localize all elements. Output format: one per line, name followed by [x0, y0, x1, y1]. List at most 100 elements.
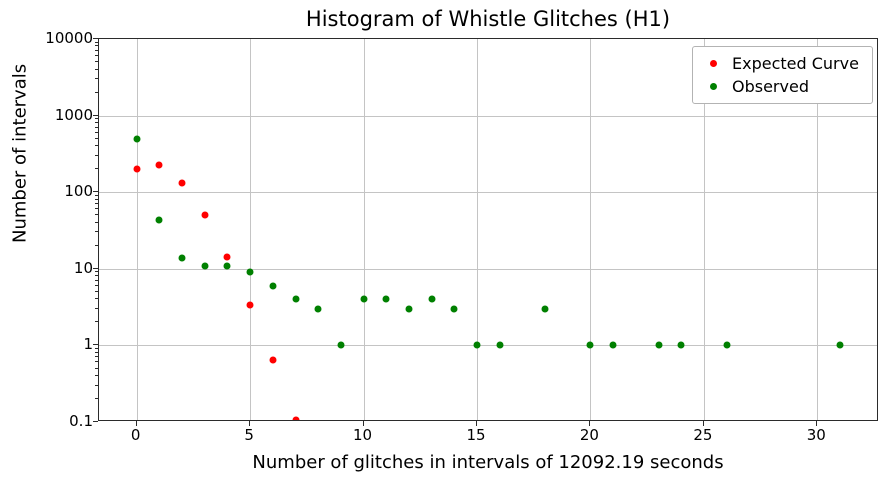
gridline-x-20: [590, 39, 592, 420]
gridline-x-5: [250, 39, 252, 420]
gridline-y-1: [99, 345, 877, 347]
y-minor-tick: [95, 68, 98, 70]
observed-point: [836, 341, 844, 349]
y-minor-tick: [95, 41, 98, 43]
y-minor-tick: [95, 137, 98, 139]
observed-point: [609, 341, 617, 349]
observed-point: [201, 262, 209, 270]
y-minor-tick: [95, 198, 98, 200]
y-minor-tick: [95, 275, 98, 277]
observed-point: [473, 341, 481, 349]
y-minor-tick: [95, 351, 98, 353]
x-tick-label: 15: [466, 426, 486, 444]
y-tick: [93, 114, 98, 116]
y-minor-tick: [95, 61, 98, 63]
y-minor-tick: [95, 45, 98, 47]
y-tick: [93, 191, 98, 193]
y-tick-label: 0.1: [69, 412, 93, 430]
y-tick-label: 10: [73, 258, 93, 277]
observed-point: [292, 295, 299, 303]
legend-label-observed: Observed: [732, 77, 809, 96]
y-minor-tick: [95, 78, 98, 80]
y-minor-tick: [95, 118, 98, 120]
x-tick-label: 20: [579, 426, 599, 444]
y-minor-tick: [95, 279, 98, 281]
observed-point: [723, 341, 730, 349]
chart-title: Histogram of Whistle Glitches (H1): [305, 7, 671, 31]
y-tick-label: 1: [83, 335, 93, 354]
x-tick: [589, 421, 591, 426]
legend-item-observed: Observed: [703, 75, 862, 98]
y-minor-tick: [95, 356, 98, 358]
y-minor-tick: [95, 367, 98, 369]
y-minor-tick: [95, 244, 98, 246]
plot-area: Expected Curve Observed: [98, 38, 878, 421]
x-tick: [362, 421, 364, 426]
legend: Expected Curve Observed: [692, 46, 873, 104]
y-minor-tick: [95, 194, 98, 196]
observed-point: [246, 268, 254, 276]
y-axis-label: Number of intervals: [9, 63, 31, 243]
y-minor-tick: [95, 384, 98, 386]
x-tick: [702, 421, 704, 426]
x-tick-label: 10: [352, 426, 373, 444]
x-tick-label: 0: [130, 426, 141, 444]
observed-point: [269, 282, 277, 290]
y-minor-tick: [95, 290, 98, 292]
gridline-x-25: [703, 39, 705, 420]
y-minor-tick: [95, 122, 98, 123]
y-minor-tick: [95, 49, 98, 51]
observed-point: [314, 305, 322, 313]
legend-label-expected-curve: Expected Curve: [732, 54, 859, 73]
y-tick-label: 100: [64, 182, 93, 201]
y-minor-tick: [95, 126, 98, 128]
y-tick: [93, 38, 98, 39]
y-minor-tick: [95, 214, 98, 216]
y-tick-label: 10000: [45, 29, 93, 47]
x-tick-label: 5: [244, 426, 254, 444]
observed-point: [586, 341, 594, 349]
legend-item-expected-curve: Expected Curve: [703, 52, 862, 75]
x-tick: [476, 421, 477, 426]
y-minor-tick: [95, 284, 98, 286]
gridline-x-15: [477, 39, 478, 420]
y-minor-tick: [95, 55, 98, 56]
y-minor-tick: [95, 203, 98, 205]
observed-point: [677, 341, 685, 349]
observed-point: [133, 135, 141, 143]
gridline-y-100: [99, 192, 877, 194]
x-tick: [816, 421, 818, 426]
observed-point: [405, 305, 413, 313]
y-minor-tick: [95, 131, 98, 133]
gridline-x-30: [817, 39, 819, 420]
x-tick: [249, 421, 251, 426]
expected-curve-point: [269, 356, 277, 364]
expected-curve-point: [292, 416, 299, 420]
observed-marker-icon: [710, 83, 717, 90]
y-minor-tick: [95, 271, 98, 273]
y-minor-tick: [95, 91, 98, 93]
observed-point: [382, 295, 390, 303]
observed-point: [450, 305, 458, 313]
observed-point: [337, 341, 345, 349]
y-minor-tick: [95, 208, 98, 210]
observed-point: [178, 254, 186, 262]
y-minor-tick: [95, 361, 98, 363]
y-minor-tick: [95, 221, 98, 223]
expected-curve-point: [178, 179, 186, 187]
y-tick: [93, 267, 98, 269]
x-tick: [135, 421, 137, 426]
gridline-y-10: [99, 268, 877, 270]
y-minor-tick: [95, 168, 98, 170]
x-tick-label: 25: [693, 426, 713, 444]
y-tick: [93, 344, 98, 346]
expected-curve-point: [133, 165, 141, 173]
y-minor-tick: [95, 298, 98, 300]
observed-point: [655, 341, 662, 349]
observed-point: [541, 305, 549, 313]
y-tick-label: 1000: [54, 105, 93, 124]
expected-curve-point: [223, 253, 231, 261]
observed-point: [496, 341, 504, 349]
gridline-x-10: [363, 39, 365, 420]
